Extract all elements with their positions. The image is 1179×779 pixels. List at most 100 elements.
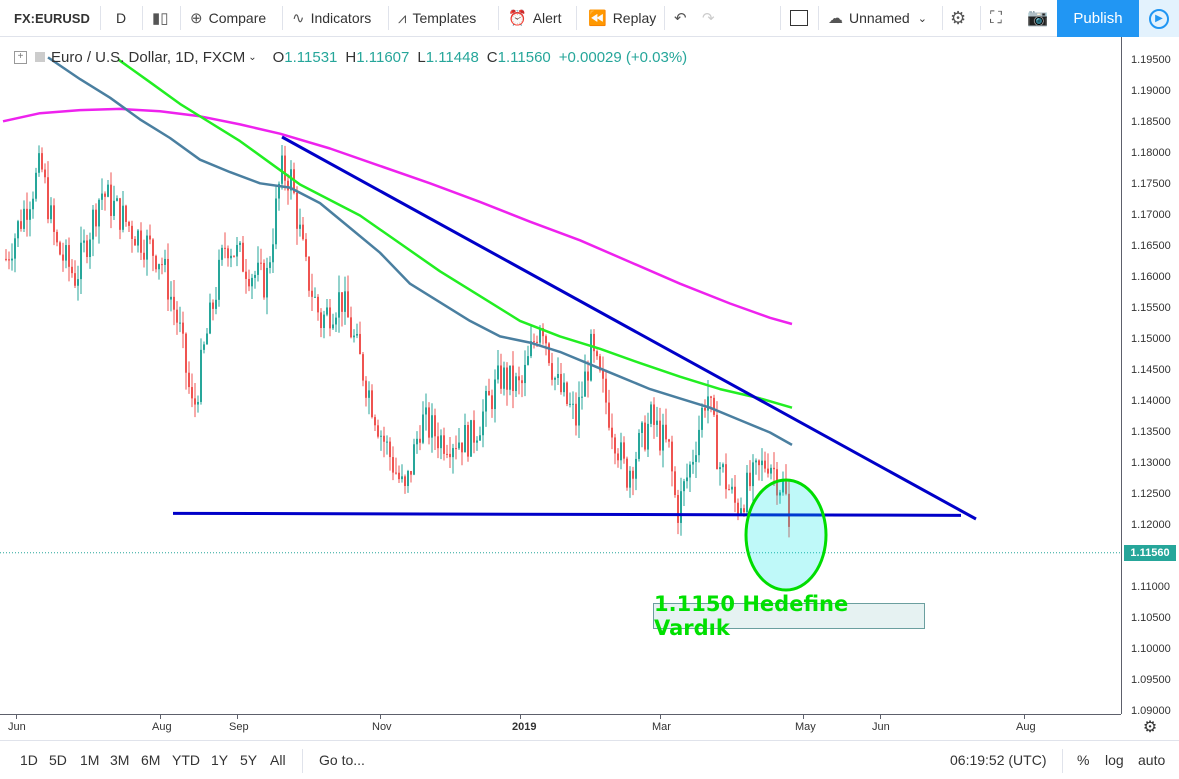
candle-body [302,224,304,240]
candle-body [215,299,217,309]
change-value: +0.00029 (+0.03%) [558,48,688,66]
candle-body [89,239,91,258]
candle-body [248,278,250,287]
log-toggle[interactable]: log [1105,741,1124,779]
interval-button[interactable]: D [116,0,126,36]
publish-button[interactable]: Publish [1057,0,1139,37]
candle-body [587,371,589,381]
divider [818,6,819,30]
candle-body [395,472,397,474]
axis-settings-button[interactable]: ⚙ [1121,714,1179,739]
candle-body [509,365,511,390]
range-button-5y[interactable]: 5Y [240,752,258,768]
time-tick-label: Nov [372,721,392,733]
goto-button[interactable]: Go to... [319,741,365,779]
layout-dropdown[interactable]: ☁ Unnamed ⌄ [828,0,927,36]
candle-body [680,491,682,523]
auto-toggle[interactable]: auto [1138,741,1165,779]
chart-type-button[interactable]: ▮▯ [152,0,175,36]
candle-body [737,502,739,514]
candle-body [29,209,31,220]
chart-canvas[interactable] [0,37,1121,714]
alarm-clock-icon: ⏰ [508,10,527,27]
range-button-ytd[interactable]: YTD [172,752,200,768]
candle-body [761,460,763,466]
candle-body [704,407,706,411]
range-button-all[interactable]: All [270,752,286,768]
plus-circle-icon: ⊕ [190,10,203,27]
price-axis[interactable]: 1.19500 1.19000 1.18500 1.18000 1.17500 1.170… [1121,37,1179,717]
candle-body [713,397,715,415]
range-button-3m[interactable]: 3M [110,752,130,768]
fullscreen-toggle[interactable] [790,0,808,36]
clock-display[interactable]: 06:19:52 (UTC) [950,741,1046,779]
candle-body [20,221,22,229]
candle-body [80,242,82,280]
candle-body [17,221,19,239]
settings-button[interactable]: ⚙ [950,0,972,36]
target-annotation[interactable]: 1.1150 Hedefine Vardık [653,592,925,640]
candle-body [251,277,253,287]
candle-body [110,184,112,216]
expand-button[interactable]: ⛶ [990,0,1008,36]
candle-body [68,245,70,267]
range-button-1d[interactable]: 1D [20,752,38,768]
candle-body [719,467,721,470]
candle-body [98,199,100,227]
divider [180,6,181,30]
candle-body [407,470,409,487]
open-value: 1.11531 [284,48,338,66]
candle-body [725,464,727,490]
candle-body [692,461,694,465]
candle-body [38,153,40,173]
sma-magenta-line [2,107,793,326]
candle-body [119,198,121,230]
candle-body [410,470,412,475]
alert-button[interactable]: ⏰ Alert [508,0,561,36]
redo-button[interactable]: ↷ [702,0,721,36]
sma-steel-line [47,56,793,446]
undo-button[interactable]: ↶ [674,0,693,36]
snapshot-button[interactable]: 📷 [1027,0,1054,36]
compare-button[interactable]: ⊕ Compare [190,0,266,36]
expand-legend-icon[interactable]: + [14,50,27,64]
candle-body [782,480,784,493]
indicators-button[interactable]: ∿ Indicators [292,0,371,36]
symbol-search[interactable]: FX:EURUSD [14,0,90,36]
templates-button[interactable]: ⩘ Templates [398,0,476,36]
candle-body [23,208,25,229]
candle-body [320,312,322,329]
candle-body [617,453,619,461]
close-value: 1.11560 [497,48,551,66]
candle-body [638,432,640,459]
divider [100,6,101,30]
candle-body [614,437,616,454]
candle-body [233,255,235,257]
candle-body [263,262,265,298]
candle-body [245,271,247,279]
legend-title[interactable]: Euro / U.S. Dollar, 1D, FXCM [51,48,246,66]
candle-body [221,247,223,260]
range-button-1y[interactable]: 1Y [211,752,229,768]
time-tick-label: May [795,721,816,733]
chevron-down-icon[interactable]: ⌄ [248,51,257,63]
range-button-6m[interactable]: 6M [141,752,161,768]
range-button-5d[interactable]: 5D [49,752,67,768]
time-tick-mark [237,715,238,719]
time-axis[interactable]: Jun Aug Sep Nov 2019 Mar May Jun Aug [0,714,1121,739]
replay-button[interactable]: ⏪ Replay [588,0,656,36]
price-tick-label: 1.13500 [1131,425,1171,438]
price-tick-label: 1.19500 [1131,53,1171,66]
chart-legend: + Euro / U.S. Dollar, 1D, FXCM ⌄ O 1.1153… [14,46,687,68]
candle-body [206,333,208,345]
candle-body [200,349,202,402]
candle-body [677,495,679,523]
candle-body [230,255,232,259]
range-button-1m[interactable]: 1M [80,752,100,768]
play-button[interactable]: ▶ [1139,0,1179,37]
time-label: 06:19:52 (UTC) [950,752,1047,768]
percent-toggle[interactable]: % [1077,741,1089,779]
price-tick-label: 1.12500 [1131,487,1171,500]
grip-icon [35,52,45,62]
compare-label: Compare [208,10,267,26]
